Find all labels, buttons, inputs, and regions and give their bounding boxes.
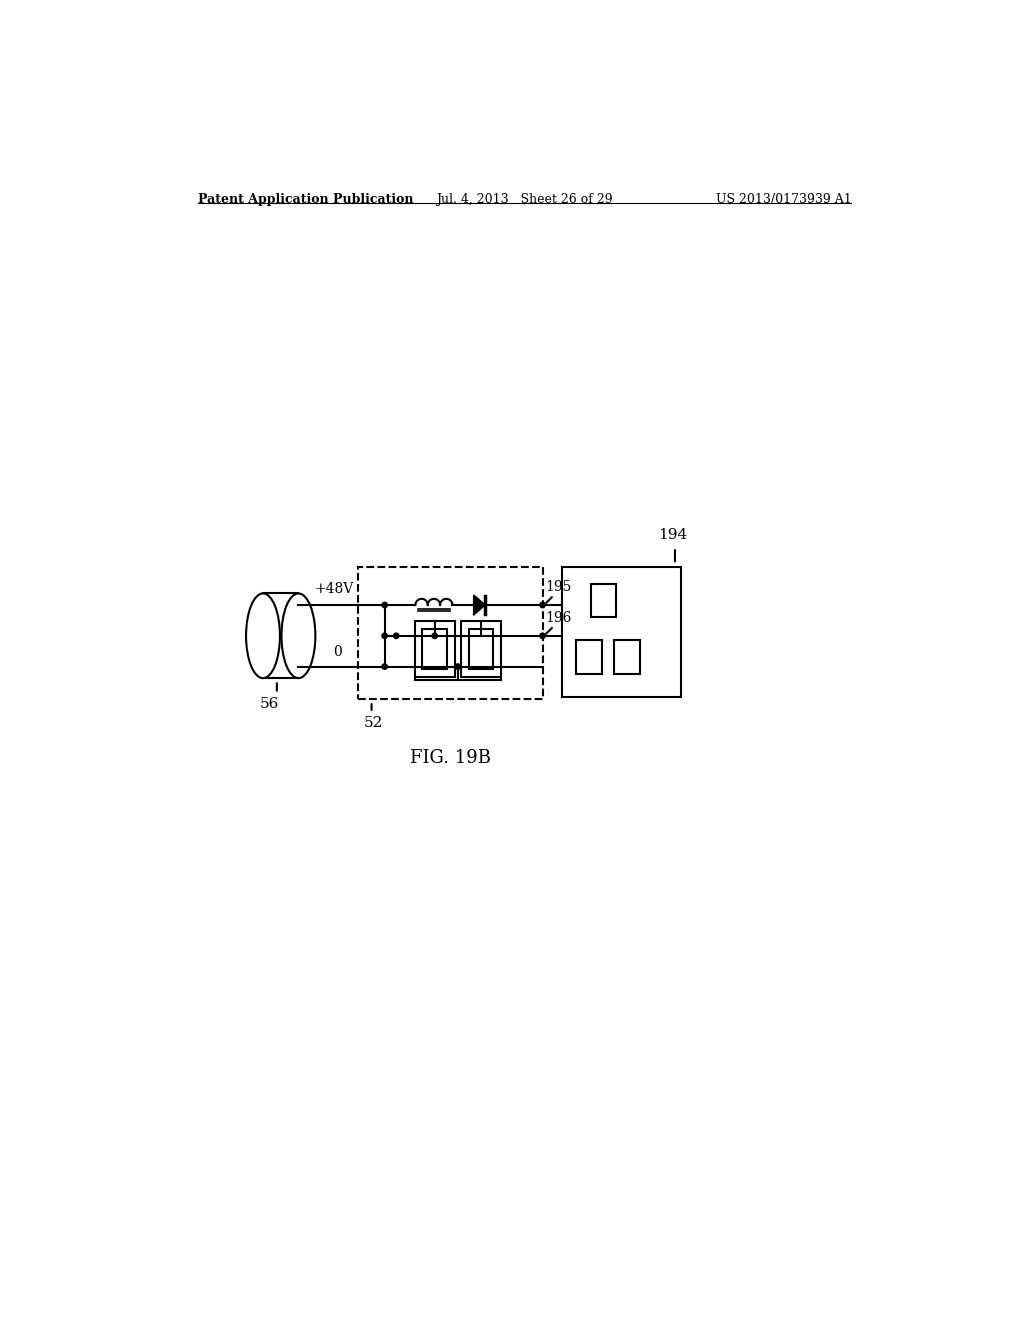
Text: +48V: +48V (314, 582, 354, 595)
Text: 195: 195 (545, 581, 571, 594)
Circle shape (540, 634, 545, 639)
Circle shape (432, 634, 437, 639)
Bar (415, 622, 455, 677)
Text: US 2013/0173939 A1: US 2013/0173939 A1 (716, 193, 851, 206)
Text: 52: 52 (364, 715, 383, 730)
Text: 196: 196 (545, 611, 571, 626)
Polygon shape (474, 595, 484, 614)
Bar (263, 594, 298, 678)
Text: FIG. 19B: FIG. 19B (410, 748, 490, 767)
Bar (357, 566, 543, 700)
Circle shape (455, 664, 461, 669)
Bar (575, 640, 602, 675)
Text: 194: 194 (658, 528, 687, 543)
Circle shape (540, 602, 545, 607)
Text: 56: 56 (259, 697, 279, 711)
Bar (461, 622, 501, 677)
Bar (469, 628, 494, 669)
Circle shape (382, 602, 387, 607)
Text: 0: 0 (334, 645, 342, 659)
Text: Patent Application Publication: Patent Application Publication (199, 193, 414, 206)
Circle shape (382, 664, 387, 669)
Circle shape (382, 634, 387, 639)
Bar (422, 628, 447, 669)
Ellipse shape (246, 594, 280, 678)
Bar (562, 566, 681, 697)
Bar (614, 640, 640, 675)
Circle shape (393, 634, 399, 639)
Text: Jul. 4, 2013   Sheet 26 of 29: Jul. 4, 2013 Sheet 26 of 29 (436, 193, 613, 206)
Bar (591, 585, 615, 616)
